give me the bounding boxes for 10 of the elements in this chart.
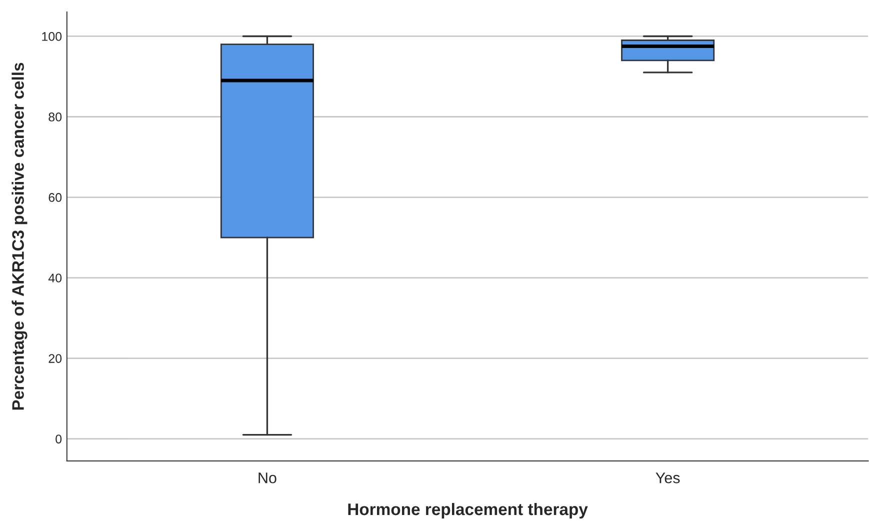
x-tick-label: Yes <box>656 472 680 484</box>
x-axis-title: Hormone replacement therapy <box>348 502 588 519</box>
y-tick-label: 100 <box>42 32 62 41</box>
y-tick-label: 80 <box>48 112 62 122</box>
x-tick-label: No <box>258 472 276 484</box>
y-tick-label: 0 <box>56 434 62 444</box>
y-axis-title: Percentage of AKR1C3 positive cancer cells <box>12 62 28 410</box>
y-tick-label: 60 <box>48 193 62 202</box>
y-tick-label: 40 <box>48 274 62 282</box>
y-tick-label: 20 <box>48 354 62 363</box>
